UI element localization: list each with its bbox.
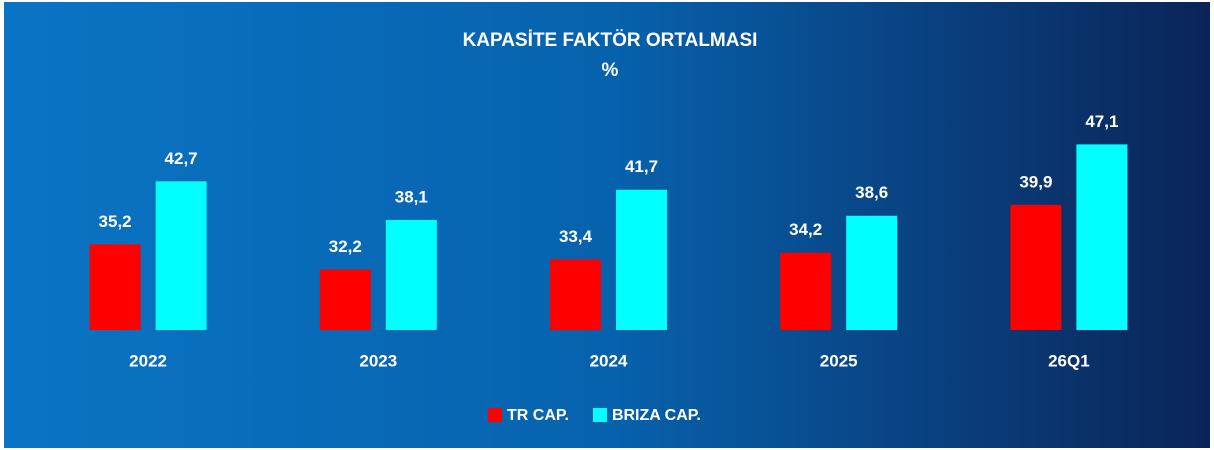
bar xyxy=(550,259,601,330)
bar xyxy=(89,244,141,330)
bar xyxy=(780,252,832,330)
bar xyxy=(385,219,437,330)
bar xyxy=(846,215,898,330)
legend-label: BRIZA CAP. xyxy=(612,407,701,424)
data-label: 39,9 xyxy=(1019,172,1052,191)
x-tick-label: 2023 xyxy=(359,351,397,370)
legend-swatch xyxy=(488,408,502,422)
chart-title: KAPASİTE FAKTÖR ORTALMASI xyxy=(463,30,758,51)
bar xyxy=(1076,144,1128,330)
data-label: 47,1 xyxy=(1085,112,1118,131)
bar xyxy=(155,181,207,330)
data-label: 32,2 xyxy=(329,237,362,256)
x-tick-label: 2024 xyxy=(590,351,628,370)
data-label: 38,1 xyxy=(395,187,428,206)
data-label: 41,7 xyxy=(625,157,658,176)
x-tick-label: 26Q1 xyxy=(1048,351,1090,370)
data-label: 38,6 xyxy=(855,183,888,202)
data-label: 34,2 xyxy=(789,220,822,239)
data-label: 33,4 xyxy=(559,227,593,246)
legend-label: TR CAP. xyxy=(507,407,569,424)
bar xyxy=(1010,204,1062,330)
x-tick-label: 2022 xyxy=(129,351,167,370)
x-tick-label: 2025 xyxy=(820,351,858,370)
chart-subtitle: % xyxy=(602,60,619,81)
bar xyxy=(616,189,667,330)
data-label: 42,7 xyxy=(165,149,198,168)
data-label: 35,2 xyxy=(99,212,132,231)
bar xyxy=(319,269,371,330)
legend-swatch xyxy=(592,408,607,422)
